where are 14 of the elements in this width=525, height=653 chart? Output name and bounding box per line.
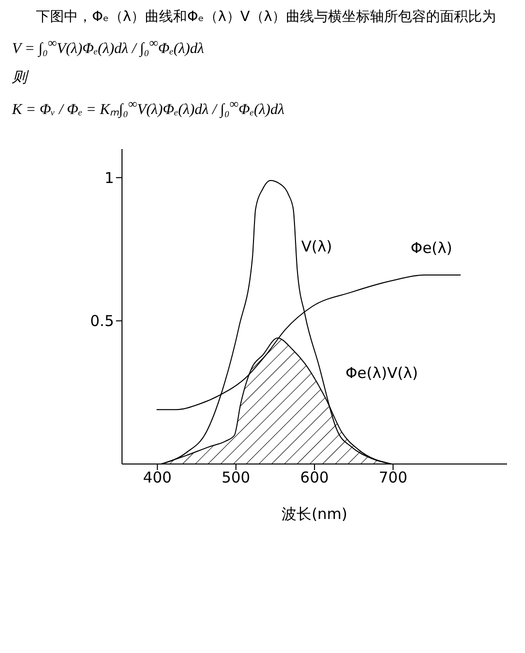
formula-text: V = ∫₀$^{∞}$V(λ)Φₑ(λ)dλ / ∫₀$^{∞}$Φₑ(λ)dλ [12,36,206,58]
x-tick-label: 400 [143,468,172,487]
x-axis-title: 波长(nm) [282,505,348,523]
y-tick-label: 1 [104,168,114,187]
series-label: V(λ) [301,237,332,256]
y-tick-label: 0.5 [90,312,114,330]
formula-text: K = Φᵥ / Φₑ = Kₘ∫₀$^{∞}$V(λ)Φₑ(λ)dλ / ∫₀$^{∞}$Φₑ(λ)dλ [12,97,286,119]
series-label: Φe(λ) [410,239,452,257]
x-tick-label: 700 [378,468,408,487]
x-tick-label: 500 [222,468,250,487]
chart-title: 下图中，Φₑ（λ）曲线和Φₑ（λ）V（λ）曲线与横坐标轴所包容的面积比为 [35,8,498,26]
series-label: Φe(λ)V(λ) [346,364,418,382]
formula-text: 则 [12,69,30,87]
x-tick-label: 600 [300,468,329,487]
